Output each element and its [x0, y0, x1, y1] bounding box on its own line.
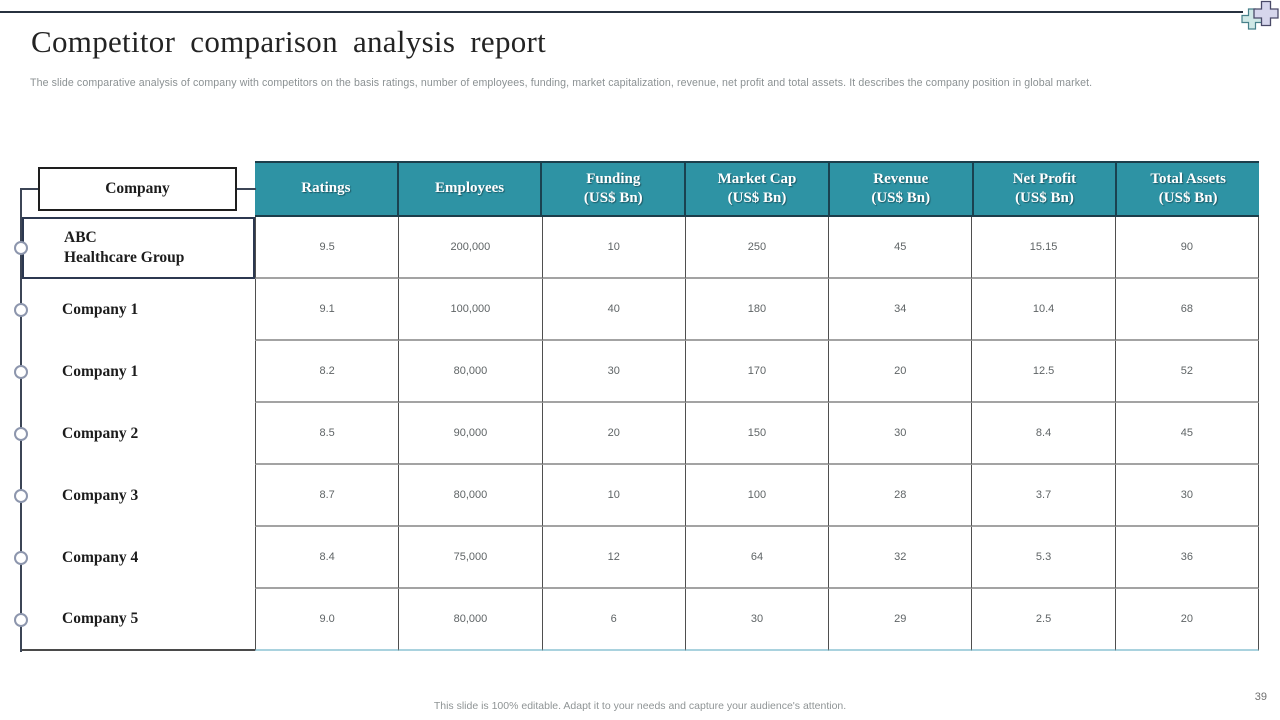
column-header-total_assets: Total Assets (US$ Bn) — [1115, 163, 1259, 215]
medical-cross-large-icon — [1253, 0, 1279, 27]
row-marker-circle-icon — [14, 489, 28, 503]
comparison-table-body: ABC Healthcare Group 9.5 200,000 10 250 45 15.1… — [14, 217, 1259, 651]
cell-revenue: 45 — [828, 217, 972, 279]
column-header-ratings: Ratings — [301, 180, 351, 197]
company-name: Company 2 — [62, 424, 139, 442]
cell-funding: 10 — [541, 217, 685, 279]
cell-net_profit: 15.15 — [971, 217, 1115, 279]
cell-ratings: 9.0 — [255, 589, 399, 651]
cell-market_cap: 64 — [684, 527, 829, 589]
cell-funding: 10 — [541, 465, 685, 527]
connector-stub-right — [236, 188, 256, 190]
cell-total_assets: 52 — [1114, 341, 1259, 403]
cell-employees: 80,000 — [398, 465, 542, 527]
cell-net_profit: 8.4 — [971, 403, 1115, 465]
table-row: Company 1 9.1 100,000 40 180 34 10.4 68 — [14, 279, 1259, 341]
column-header-market_cap: Market Cap (US$ Bn) — [684, 163, 828, 215]
company-name: Company 1 — [62, 300, 139, 318]
table-row: Company 5 9.0 80,000 6 30 29 2.5 20 — [14, 589, 1259, 651]
cell-revenue: 32 — [828, 527, 972, 589]
cell-ratings: 8.5 — [255, 403, 399, 465]
cell-ratings: 9.1 — [255, 279, 399, 341]
cell-revenue: 29 — [828, 589, 972, 651]
cell-funding: 30 — [541, 341, 685, 403]
cell-market_cap: 180 — [684, 279, 829, 341]
cell-employees: 80,000 — [398, 341, 542, 403]
cell-market_cap: 100 — [684, 465, 829, 527]
connector-stub-left — [20, 188, 39, 190]
cell-net_profit: 12.5 — [971, 341, 1115, 403]
row-marker-circle-icon — [14, 241, 28, 255]
table-row: Company 3 8.7 80,000 10 100 28 3.7 30 — [14, 465, 1259, 527]
connector-rail — [20, 188, 22, 652]
cell-ratings: 9.5 — [255, 217, 399, 279]
cell-funding: 6 — [541, 589, 685, 651]
table-header-row: Ratings Employees Funding (US$ Bn) Market Ca… — [255, 161, 1259, 217]
top-accent-line — [0, 11, 1243, 13]
cell-employees: 100,000 — [398, 279, 542, 341]
cell-funding: 20 — [541, 403, 685, 465]
cell-revenue: 34 — [828, 279, 972, 341]
decorative-crosses — [1241, 0, 1279, 30]
cell-revenue: 30 — [828, 403, 972, 465]
cell-net_profit: 2.5 — [971, 589, 1115, 651]
cell-employees: 90,000 — [398, 403, 542, 465]
column-header-revenue: Revenue (US$ Bn) — [827, 163, 972, 215]
cell-total_assets: 20 — [1114, 589, 1259, 651]
cell-funding: 12 — [541, 527, 685, 589]
slide-description: The slide comparative analysis of compan… — [30, 77, 1093, 89]
cell-ratings: 8.4 — [255, 527, 399, 589]
company-name: Company 1 — [62, 362, 139, 380]
cell-total_assets: 90 — [1114, 217, 1259, 279]
cell-market_cap: 170 — [684, 341, 829, 403]
cell-market_cap: 150 — [684, 403, 829, 465]
footer-note: This slide is 100% editable. Adapt it to… — [433, 700, 847, 712]
cell-net_profit: 3.7 — [971, 465, 1115, 527]
column-header-net_profit: Net Profit (US$ Bn) — [971, 163, 1116, 215]
company-name: ABC Healthcare Group — [22, 217, 255, 279]
cell-employees: 80,000 — [398, 589, 542, 651]
row-marker-circle-icon — [14, 613, 28, 627]
page-number: 39 — [1254, 691, 1267, 703]
cell-net_profit: 10.4 — [971, 279, 1115, 341]
cell-revenue: 20 — [828, 341, 972, 403]
company-name: Company 5 — [22, 589, 255, 651]
page-title: Competitor comparison analysis report — [31, 24, 547, 59]
cell-ratings: 8.7 — [255, 465, 399, 527]
cell-employees: 200,000 — [398, 217, 542, 279]
table-row: ABC Healthcare Group 9.5 200,000 10 250 45 15.1… — [14, 217, 1259, 279]
cell-total_assets: 45 — [1114, 403, 1259, 465]
company-header-label: Company — [105, 180, 170, 197]
cell-total_assets: 68 — [1114, 279, 1259, 341]
table-row: Company 2 8.5 90,000 20 150 30 8.4 45 — [14, 403, 1259, 465]
row-marker-circle-icon — [14, 303, 28, 317]
cell-total_assets: 30 — [1114, 465, 1259, 527]
row-marker-circle-icon — [14, 365, 28, 379]
table-row: Company 1 8.2 80,000 30 170 20 12.5 52 — [14, 341, 1259, 403]
row-marker-circle-icon — [14, 427, 28, 441]
cell-funding: 40 — [541, 279, 685, 341]
cell-total_assets: 36 — [1114, 527, 1259, 589]
cell-ratings: 8.2 — [255, 341, 399, 403]
company-column-header: Company — [38, 167, 237, 211]
cell-net_profit: 5.3 — [971, 527, 1115, 589]
row-marker-circle-icon — [14, 551, 28, 565]
column-header-funding: Funding (US$ Bn) — [540, 163, 684, 215]
cell-market_cap: 30 — [684, 589, 829, 651]
company-name: Company 3 — [62, 486, 139, 504]
company-name: Company 4 — [62, 548, 139, 566]
table-row: Company 4 8.4 75,000 12 64 32 5.3 36 — [14, 527, 1259, 589]
column-header-employees: Employees — [396, 163, 541, 215]
cell-employees: 75,000 — [398, 527, 542, 589]
cell-revenue: 28 — [828, 465, 972, 527]
cell-market_cap: 250 — [684, 217, 829, 279]
